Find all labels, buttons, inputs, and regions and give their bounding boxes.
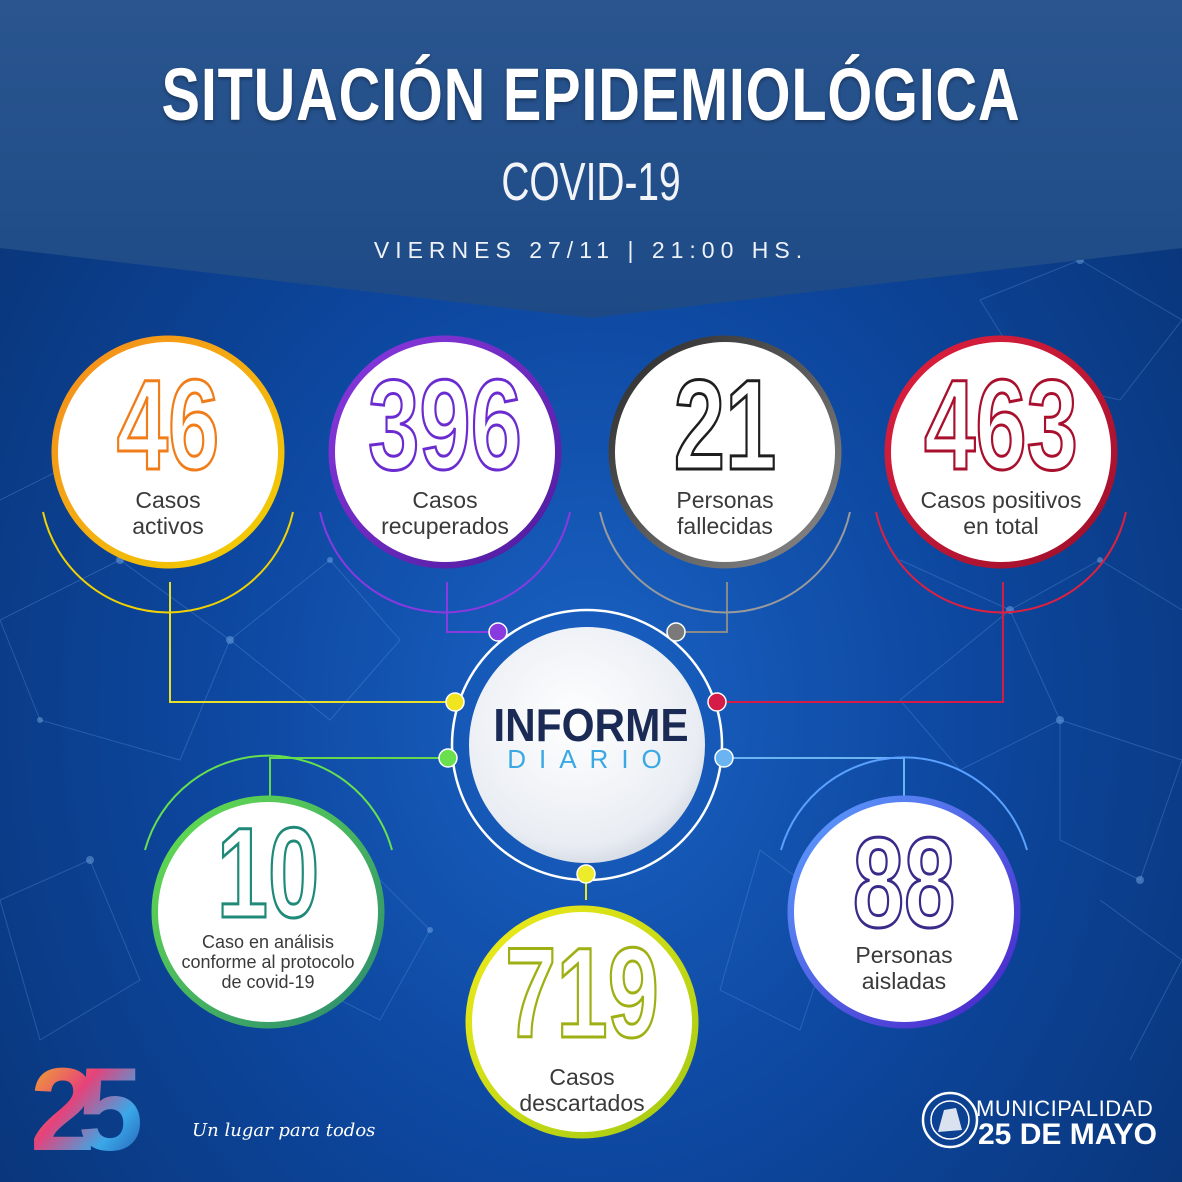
stat-value: 719 (504, 922, 660, 1065)
stat-value: 463 (923, 354, 1079, 497)
municipality-seal-icon (921, 1091, 979, 1149)
stat-value: 88 (852, 812, 957, 955)
stat-recovered: 396 Casos recuperados (335, 342, 555, 562)
stat-total-positive: 463 Casos positivos en total (891, 342, 1111, 562)
stat-label: Caso en análisis conforme al protocolo d… (181, 932, 355, 992)
stat-label: Casos activos (132, 487, 204, 539)
page-title: SITUACIÓN EPIDEMIOLÓGICA (161, 53, 1021, 136)
stat-discarded: 719 Casos descartados (472, 912, 692, 1132)
informe-title: INFORME (493, 699, 689, 751)
logo-25-icon: 25 (30, 1044, 159, 1176)
stat-rings (42, 335, 1127, 1139)
connector-dots (438, 622, 734, 884)
header-band (0, 0, 1182, 318)
stat-label: Casos positivos en total (920, 487, 1082, 539)
municipality-label: MUNICIPALIDAD (976, 1096, 1154, 1121)
stat-value: 21 (673, 354, 778, 497)
page-subtitle: COVID-19 (501, 152, 681, 212)
stat-isolated: 88 Personas aisladas (794, 802, 1014, 1022)
mesh-nodes (37, 256, 1144, 933)
report-date: VIERNES 27/11 | 21:00 HS. (373, 237, 809, 263)
stat-deceased: 21 Personas fallecidas (615, 342, 835, 562)
stat-value: 396 (367, 354, 523, 497)
diario-subtitle: DIARIO (507, 744, 675, 774)
stat-label: Casos recuperados (381, 487, 509, 539)
stat-label: Casos descartados (519, 1064, 645, 1116)
stat-under-analysis: 10 Caso en análisis conforme al protocol… (158, 802, 378, 1022)
stat-label: Personas fallecidas (676, 487, 774, 539)
svg-text:25: 25 (30, 1044, 141, 1176)
stat-value: 10 (216, 802, 321, 945)
stat-active-cases: 46 Casos activos (58, 342, 278, 562)
stat-value: 46 (116, 354, 221, 497)
municipality-name: 25 DE MAYO (978, 1118, 1157, 1151)
stat-label: Personas aisladas (855, 942, 953, 994)
tagline: Un lugar para todos (192, 1120, 376, 1141)
center-circle (469, 627, 705, 863)
